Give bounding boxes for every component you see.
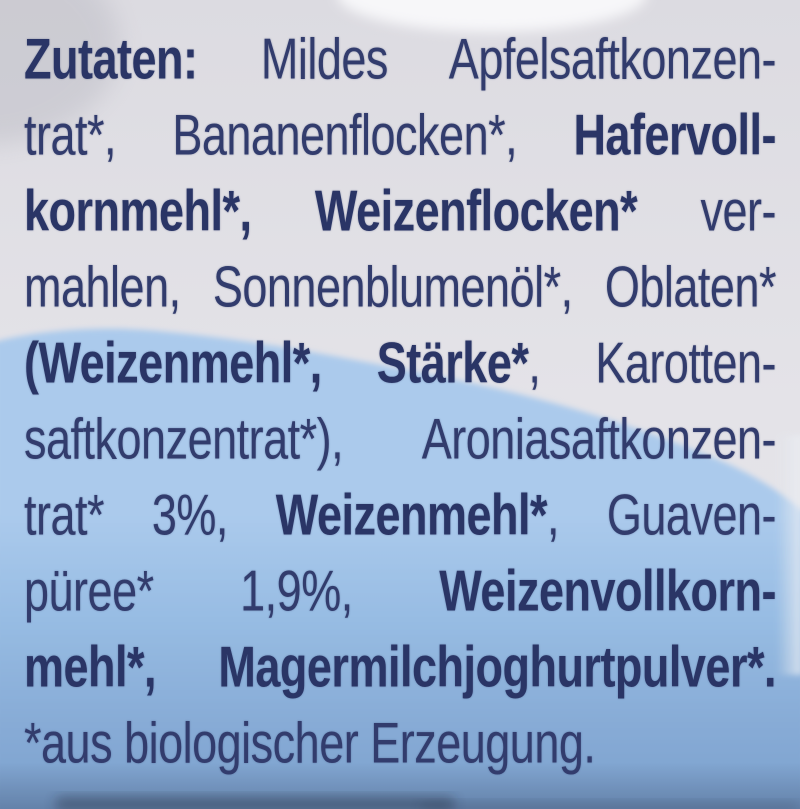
text-line: saftkonzentrat*), Aroniasaftkonzen- (24, 402, 777, 476)
text-segment: *aus biologischer Erzeugung. (24, 709, 596, 776)
text-line: mehl*, Magermilchjoghurtpulver*. (24, 630, 777, 704)
text-segment: , Guaven- (547, 481, 777, 548)
text-segment: trat* 3%, (24, 481, 276, 548)
text-segment: kornmehl*, (24, 177, 252, 244)
text-segment: Hafervoll- (573, 101, 776, 168)
bottom-shadow-streak (55, 797, 455, 809)
text-segment: , Karotten- (528, 329, 776, 396)
text-line: (Weizenmehl*, Stärke*, Karotten- (24, 326, 776, 400)
text-segment: Zutaten: (24, 25, 198, 92)
text-line: trat* 3%, Weizenmehl*, Guaven- (24, 478, 777, 552)
text-segment: Weizenvollkorn- (439, 557, 776, 624)
text-line: kornmehl*, Weizenflocken* ver- (24, 174, 776, 248)
text-segment: püree* 1,9%, (24, 557, 440, 624)
glare-highlight (338, 0, 646, 32)
text-segment (252, 178, 315, 243)
top-left-corner-shading (0, 0, 120, 145)
text-segment: Weizenmehl* (275, 481, 548, 548)
text-line: trat*, Bananenflocken*, Hafervoll- (24, 98, 776, 172)
text-segment: mehl*, Magermilchjoghurtpulver*. (24, 633, 777, 700)
text-segment (322, 330, 377, 395)
bottom-shadow-streak-right (420, 802, 800, 809)
text-line: püree* 1,9%, Weizenvollkorn- (24, 554, 776, 628)
text-segment: Stärke* (376, 329, 529, 396)
text-line: mahlen, Sonnenblumenöl*, Oblaten* (24, 250, 777, 324)
text-segment: saftkonzentrat*), Aroniasaftkonzen- (24, 405, 777, 472)
package-edge-highlight (776, 435, 800, 675)
text-line: Zutaten: Mildes Apfelsaftkonzen- (24, 22, 776, 96)
text-segment: (Weizenmehl*, (24, 329, 322, 396)
blue-band (0, 328, 800, 809)
text-segment: Mildes Apfelsaftkonzen- (197, 25, 777, 92)
text-segment: Weizenflocken* (314, 177, 638, 244)
text-segment: mahlen, Sonnenblumenöl*, Oblaten* (24, 253, 777, 320)
text-segment: trat*, Bananenflocken*, (24, 101, 574, 168)
text-line: *aus biologischer Erzeugung. (24, 706, 776, 780)
text-segment: ver- (637, 177, 777, 244)
